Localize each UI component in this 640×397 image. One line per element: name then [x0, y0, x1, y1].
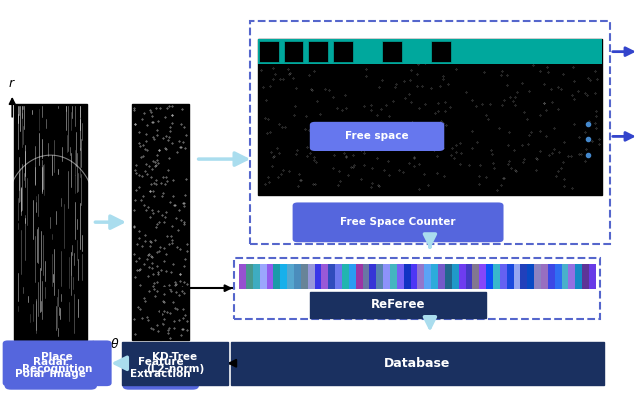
- Text: Database: Database: [384, 357, 451, 370]
- Bar: [404, 264, 411, 289]
- Bar: [548, 264, 555, 289]
- Bar: [575, 264, 582, 289]
- Bar: [486, 264, 493, 289]
- Bar: [456, 41, 476, 62]
- Text: ReFeree: ReFeree: [371, 298, 426, 311]
- FancyBboxPatch shape: [122, 346, 199, 390]
- Bar: [260, 264, 266, 289]
- Bar: [358, 41, 377, 62]
- Bar: [411, 264, 417, 289]
- Bar: [493, 264, 500, 289]
- Bar: [382, 41, 402, 62]
- Bar: [349, 264, 356, 289]
- Bar: [284, 41, 303, 62]
- Bar: [369, 264, 376, 289]
- Bar: [308, 264, 314, 289]
- FancyBboxPatch shape: [4, 346, 97, 390]
- Bar: [328, 264, 335, 289]
- Bar: [481, 41, 500, 62]
- Text: $r$: $r$: [8, 77, 16, 90]
- Bar: [376, 264, 383, 289]
- FancyBboxPatch shape: [231, 341, 604, 385]
- Bar: [431, 264, 438, 289]
- Bar: [500, 264, 507, 289]
- FancyBboxPatch shape: [3, 340, 111, 386]
- Bar: [445, 264, 452, 289]
- Bar: [287, 264, 294, 289]
- Text: Place
Recognition: Place Recognition: [22, 353, 92, 374]
- Text: Feature
Extraction: Feature Extraction: [131, 357, 191, 379]
- Bar: [266, 264, 273, 289]
- Bar: [257, 39, 602, 64]
- Bar: [589, 264, 596, 289]
- Bar: [14, 104, 88, 340]
- Bar: [417, 264, 424, 289]
- FancyBboxPatch shape: [292, 202, 504, 242]
- Bar: [459, 264, 465, 289]
- Bar: [314, 264, 321, 289]
- FancyBboxPatch shape: [310, 122, 444, 151]
- Bar: [507, 264, 513, 289]
- Bar: [397, 264, 404, 289]
- Bar: [301, 264, 308, 289]
- Bar: [356, 264, 363, 289]
- Bar: [239, 264, 246, 289]
- Bar: [363, 264, 369, 289]
- FancyBboxPatch shape: [310, 292, 486, 318]
- Text: $\theta$: $\theta$: [109, 337, 119, 351]
- Bar: [530, 41, 550, 62]
- Bar: [257, 39, 602, 195]
- Bar: [465, 264, 472, 289]
- Bar: [562, 264, 568, 289]
- Bar: [308, 41, 328, 62]
- Bar: [407, 41, 426, 62]
- Bar: [431, 41, 451, 62]
- Bar: [568, 264, 575, 289]
- Text: Free Space Counter: Free Space Counter: [340, 217, 456, 227]
- Bar: [541, 264, 548, 289]
- Text: Radar
Polar Image: Radar Polar Image: [15, 357, 86, 379]
- Bar: [253, 264, 260, 289]
- Bar: [335, 264, 342, 289]
- Bar: [259, 41, 279, 62]
- Bar: [579, 41, 599, 62]
- Bar: [520, 264, 527, 289]
- Bar: [438, 264, 445, 289]
- Bar: [246, 264, 253, 289]
- Bar: [273, 264, 280, 289]
- Bar: [132, 104, 189, 340]
- Bar: [342, 264, 349, 289]
- Bar: [582, 264, 589, 289]
- Bar: [472, 264, 479, 289]
- Bar: [424, 264, 431, 289]
- Bar: [505, 41, 525, 62]
- Bar: [333, 41, 353, 62]
- Bar: [555, 264, 562, 289]
- Bar: [527, 264, 534, 289]
- Bar: [321, 264, 328, 289]
- Bar: [513, 264, 520, 289]
- Text: Free space: Free space: [345, 131, 409, 141]
- Bar: [534, 264, 541, 289]
- Text: KD-Tree
(L2-norm): KD-Tree (L2-norm): [146, 353, 204, 374]
- Bar: [452, 264, 459, 289]
- FancyBboxPatch shape: [122, 341, 228, 385]
- Bar: [383, 264, 390, 289]
- Bar: [554, 41, 574, 62]
- Bar: [390, 264, 397, 289]
- Bar: [479, 264, 486, 289]
- Bar: [280, 264, 287, 289]
- Bar: [294, 264, 301, 289]
